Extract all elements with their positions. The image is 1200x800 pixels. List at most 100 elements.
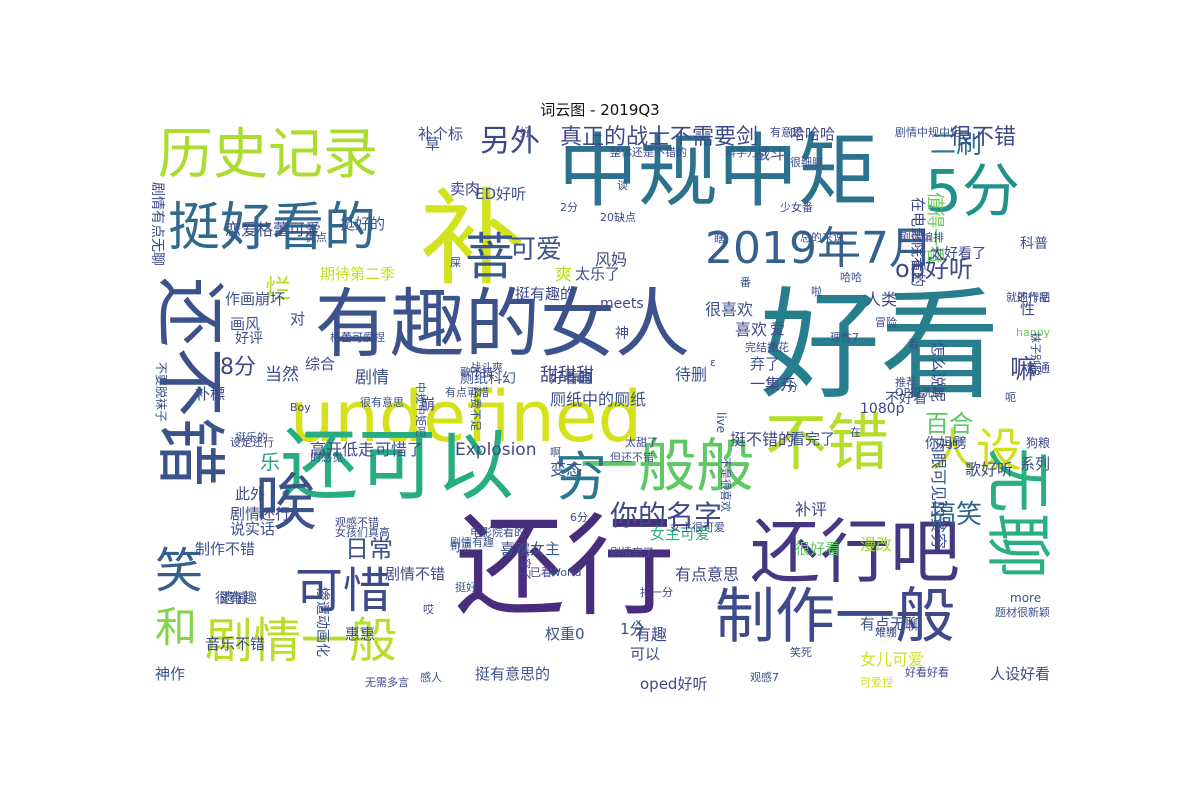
cloud-word: 还可以 xyxy=(280,421,515,511)
cloud-word: 2分 xyxy=(560,201,578,214)
cloud-word: 音乐不错 xyxy=(205,635,266,653)
cloud-word: 作画 xyxy=(565,371,593,387)
cloud-word: happy xyxy=(1016,326,1051,339)
cloud-word: 好看的 xyxy=(550,371,592,387)
cloud-word: 此外 xyxy=(235,485,266,503)
cloud-word: 中规中矩吧 xyxy=(414,382,427,437)
cloud-word: 挺好看的 xyxy=(168,198,377,258)
cloud-word: 剧情还行 xyxy=(230,505,291,523)
cloud-word: 很有意思 xyxy=(360,396,404,409)
cloud-word: ε xyxy=(710,356,716,369)
cloud-word: 可爱 xyxy=(510,235,563,265)
cloud-word: 可爱捏 xyxy=(860,676,893,689)
cloud-word: 女主可爱 xyxy=(650,525,711,543)
cloud-word: 你妈劈 xyxy=(925,436,967,452)
figure-title: 词云图 - 2019Q3 xyxy=(540,101,660,119)
cloud-word: girl xyxy=(945,436,963,449)
cloud-word: 番 xyxy=(740,276,751,289)
cloud-word: 待删 xyxy=(675,365,708,384)
cloud-word: 挺好 xyxy=(455,581,477,594)
cloud-word: 好看好看 xyxy=(905,666,949,679)
cloud-word: 很有趣 xyxy=(215,591,257,607)
cloud-word: 有意思 xyxy=(770,126,803,139)
cloud-word: 1分 xyxy=(620,620,645,638)
cloud-word: 袜子别脱 xyxy=(1029,332,1042,376)
cloud-word: 对 xyxy=(290,310,306,328)
cloud-word: 一集弃 xyxy=(750,375,796,393)
cloud-word: 剧情有点无聊 xyxy=(149,182,165,266)
word-cloud: 好看 还行 undefined 有趣的女人 中规中矩 还可以 还不错补历史记录 还行吧 一般般不… xyxy=(149,125,1056,692)
cloud-word: 扣一分 xyxy=(640,586,673,599)
cloud-word: 整体还是不错的 xyxy=(610,146,687,159)
cloud-word: 说实话 xyxy=(230,520,276,538)
cloud-word: 唉 xyxy=(255,466,318,539)
cloud-word: 冒险 xyxy=(875,316,897,329)
cloud-word: 喜欢女主 xyxy=(500,540,561,558)
cloud-word: 崩 xyxy=(420,395,436,413)
cloud-word: more xyxy=(1010,591,1042,605)
cloud-word: 啊 xyxy=(550,446,561,459)
cloud-word: 性 xyxy=(1020,300,1036,318)
cloud-word: 女孩们真高 xyxy=(335,526,390,539)
cloud-word: 剧情不错 xyxy=(385,565,446,583)
cloud-word: 谈 xyxy=(617,179,628,192)
cloud-word: x xyxy=(635,616,642,629)
cloud-word: 有点可惜 xyxy=(445,386,489,399)
cloud-word: ED好听 xyxy=(475,185,527,203)
cloud-word: 理性7 xyxy=(830,331,859,344)
cloud-word: 可惜 xyxy=(295,563,392,619)
cloud-word: 变态 xyxy=(550,460,583,479)
cloud-word: 呃 xyxy=(1005,391,1016,404)
cloud-word: 观感7 xyxy=(750,671,779,684)
cloud-word: 二刷 xyxy=(930,130,983,160)
cloud-word: 女主很可爱 xyxy=(670,521,725,534)
cloud-word: 格蕾可爱捏 xyxy=(330,331,385,344)
cloud-word: 歌好听 xyxy=(965,460,1014,479)
cloud-word: 不好看 xyxy=(885,391,927,407)
cloud-word: 作画崩坏 xyxy=(225,290,286,308)
cloud-word: 百合 xyxy=(925,410,973,438)
cloud-word: 女儿可爱 xyxy=(860,650,925,669)
cloud-word: 太穷了 xyxy=(519,547,532,580)
cloud-word: 可惜了 xyxy=(375,440,424,459)
cloud-word: Explosion xyxy=(455,440,537,460)
cloud-word: 草 xyxy=(425,135,441,153)
cloud-word: 人类 xyxy=(865,290,898,309)
cloud-word: 不是很喜欢 xyxy=(719,457,732,512)
cloud-word: 挺乐的 xyxy=(235,431,268,444)
cloud-word: 嘛 xyxy=(1010,355,1037,385)
cloud-word: 你的名字 xyxy=(610,499,723,532)
cloud-word: 好评 xyxy=(235,331,263,347)
cloud-word: 有点意思 xyxy=(675,565,740,584)
cloud-word: 剧情一般 xyxy=(205,613,398,669)
cloud-word: 不要脱袜子 xyxy=(154,362,168,423)
cloud-word: 战斗 xyxy=(755,145,786,163)
cloud-word: 剧情忘了 xyxy=(610,546,654,559)
cloud-word: 和 xyxy=(155,603,198,652)
cloud-word: 观感不错 xyxy=(335,516,379,529)
cloud-word: 画风 xyxy=(230,315,261,333)
cloud-word: 剧情 xyxy=(355,368,389,388)
cloud-word: 挺不错的 xyxy=(730,430,795,449)
cloud-word: 看 xyxy=(908,338,919,351)
cloud-word: 很不错 xyxy=(950,125,1017,150)
cloud-word: undefined xyxy=(290,376,643,458)
cloud-word: 真正的战士不需要剑 xyxy=(560,125,759,150)
cloud-word: meets xyxy=(600,296,644,312)
cloud-word: 菩 xyxy=(465,228,515,286)
cloud-word: 看完了 xyxy=(790,430,836,448)
cloud-word: 厕纸科幻 xyxy=(460,371,516,387)
cloud-word: 综合 xyxy=(305,355,336,373)
cloud-word: 剧情中规中矩 xyxy=(895,126,961,139)
cloud-word: 20缺点 xyxy=(600,211,636,224)
cloud-word: 太好看了 xyxy=(930,246,986,262)
cloud-word: 喜欢 xyxy=(735,320,768,339)
cloud-word: 优点 xyxy=(305,231,327,244)
cloud-word: 6分 xyxy=(570,511,588,524)
cloud-word: 烂 xyxy=(265,275,292,305)
cloud-word: 有趣 xyxy=(635,625,668,644)
cloud-word: 穷 xyxy=(555,448,608,508)
cloud-word: 8分 xyxy=(220,355,256,380)
cloud-word: 爱 xyxy=(770,320,786,338)
cloud-word: 制作不错 xyxy=(195,540,256,558)
